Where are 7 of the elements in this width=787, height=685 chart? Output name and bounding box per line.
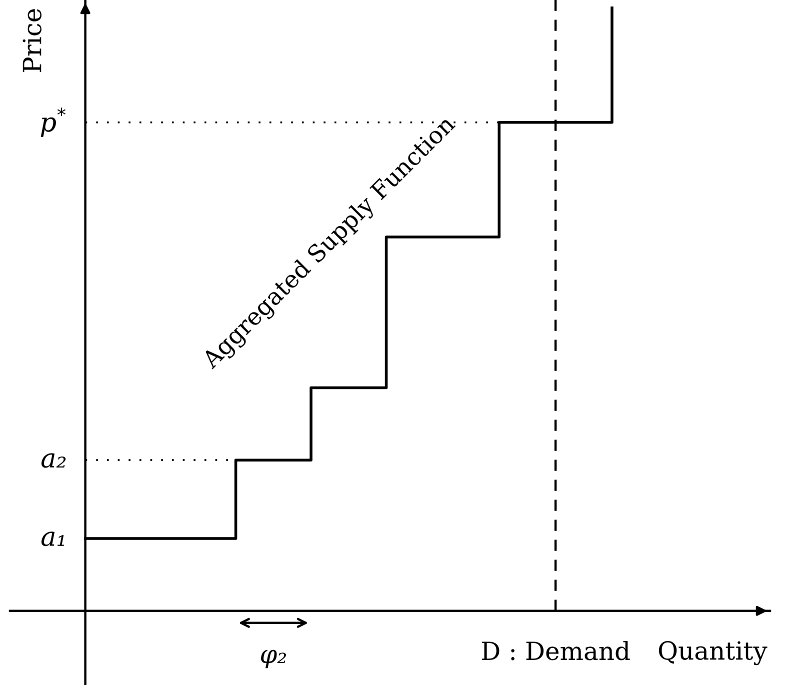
text: D : Demand (482, 640, 630, 660)
text: a₁ (41, 532, 64, 546)
ref-line-label: p$^{*}$ (40, 108, 66, 137)
text: φ₂ (260, 650, 286, 668)
y-axis-title: Price (22, 9, 42, 72)
x-axis-title: Quantity (658, 641, 768, 666)
ref-line-label: a₂ (41, 453, 66, 468)
